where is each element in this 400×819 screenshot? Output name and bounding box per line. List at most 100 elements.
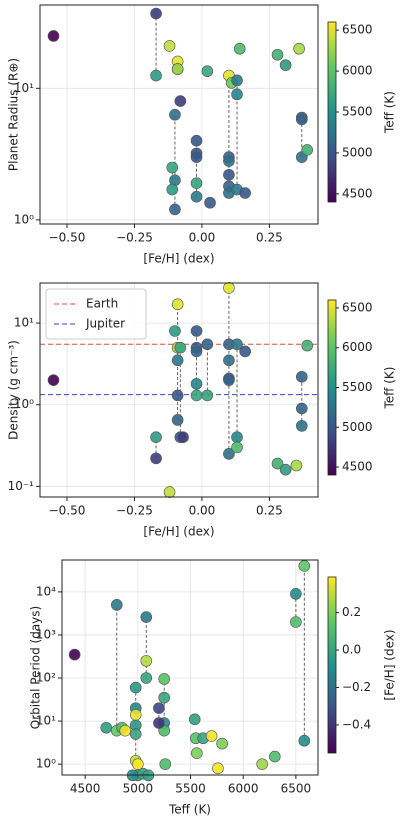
point — [190, 325, 203, 337]
colorbar-tick-label: 0.0 — [342, 643, 361, 657]
point — [174, 95, 187, 107]
point — [205, 730, 218, 742]
x-tick-label: 0.00 — [189, 504, 216, 518]
axes: −0.50 −0.25 0.00 0.25 10⁻¹ 10⁰ 10¹ [Fe/H] (dex)… — [7, 282, 319, 539]
point — [223, 169, 235, 181]
x-axis-label: [Fe/H] (dex) — [143, 525, 214, 539]
point — [150, 452, 162, 465]
point — [223, 155, 235, 167]
point — [231, 441, 243, 454]
point — [301, 339, 314, 352]
colorbar-tick-label: −0.2 — [342, 680, 371, 694]
colorbar — [327, 299, 337, 476]
colorbar-tick-label: 6000 — [342, 340, 373, 354]
point — [190, 378, 203, 390]
point — [231, 431, 243, 443]
colorbar — [327, 576, 337, 754]
y-tick-label: 10¹ — [14, 81, 34, 95]
point — [201, 389, 214, 402]
point — [239, 187, 251, 199]
axes-frame — [39, 282, 319, 498]
y-tick-label: 10¹ — [14, 316, 34, 330]
x-tick-label: 6000 — [228, 782, 259, 796]
point — [159, 758, 172, 770]
point — [212, 762, 224, 775]
point — [47, 374, 60, 386]
colorbar — [327, 21, 337, 203]
point — [169, 325, 181, 337]
point — [129, 708, 142, 721]
point — [231, 88, 243, 101]
x-axis-label: [Fe/H] (dex) — [143, 252, 214, 266]
point — [216, 737, 228, 750]
point — [298, 734, 311, 747]
point — [129, 728, 142, 740]
point — [190, 151, 203, 163]
point — [68, 648, 81, 661]
point — [298, 560, 311, 572]
point — [223, 374, 235, 386]
point — [140, 611, 153, 623]
point — [188, 713, 201, 726]
legend: Earth Jupiter — [45, 288, 147, 340]
point — [150, 7, 162, 20]
colorbar-tick-label: 5000 — [342, 145, 373, 159]
x-axis-label: Teff (K) — [168, 803, 211, 817]
colorbar-tick-label: 4500 — [342, 186, 373, 200]
y-tick-label: 10⁰ — [14, 397, 34, 411]
point — [256, 758, 268, 770]
x-tick-label: 5000 — [123, 782, 154, 796]
legend-box — [45, 288, 147, 340]
point — [223, 282, 235, 294]
point — [290, 616, 302, 628]
point — [201, 65, 214, 77]
point — [171, 298, 184, 311]
x-tick-label: −0.50 — [49, 504, 86, 518]
colorbar-label: Teff (K) — [383, 91, 397, 134]
colorbar-tick-label: 0.2 — [342, 605, 361, 619]
point — [190, 345, 203, 358]
colorbar-tick-label: 5500 — [342, 105, 373, 119]
y-axis-label: Density (g cm⁻³) — [7, 340, 21, 440]
point — [140, 672, 153, 684]
colorbar-tick-label: −0.4 — [342, 717, 371, 731]
colorbar-tick-label: 5000 — [342, 420, 373, 434]
colorbar-tick-label: 6500 — [342, 300, 373, 314]
point — [269, 750, 281, 763]
point — [231, 338, 243, 351]
point — [47, 30, 60, 42]
axes: −0.50 −0.25 0.00 0.25 10⁰ 10¹ [Fe/H] (dex) Plan… — [7, 4, 319, 266]
legend-label: Jupiter — [85, 317, 125, 331]
y-axis-label: Planet Radius (R⊕) — [7, 58, 21, 171]
point — [231, 74, 243, 87]
legend-label: Earth — [86, 297, 118, 311]
x-tick-label: −0.25 — [116, 504, 153, 518]
point — [279, 59, 292, 71]
y-tick-label: 10⁰ — [36, 757, 56, 771]
point — [153, 702, 165, 714]
point — [296, 420, 308, 432]
colorbar-tick-label: 6000 — [342, 64, 373, 78]
point — [169, 108, 181, 121]
point — [290, 459, 303, 472]
point — [296, 113, 308, 126]
point — [233, 42, 246, 55]
point — [169, 203, 181, 216]
point — [158, 691, 170, 704]
y-tick-label: 10⁴ — [36, 584, 56, 598]
y-axis-label: Orbital Period (days) — [29, 606, 43, 729]
point — [119, 724, 132, 737]
axes-frame — [39, 4, 319, 225]
point — [158, 673, 170, 685]
y-tick-label: 10³ — [36, 627, 56, 641]
point — [163, 40, 176, 52]
y-tick-label: 10⁰ — [14, 212, 34, 226]
y-tick-label: 10⁻¹ — [8, 479, 35, 493]
point — [190, 134, 203, 147]
point — [174, 341, 187, 354]
point — [290, 588, 302, 600]
point — [171, 389, 184, 402]
point — [201, 338, 214, 351]
x-tick-label: −0.25 — [116, 231, 153, 245]
point — [190, 177, 203, 189]
